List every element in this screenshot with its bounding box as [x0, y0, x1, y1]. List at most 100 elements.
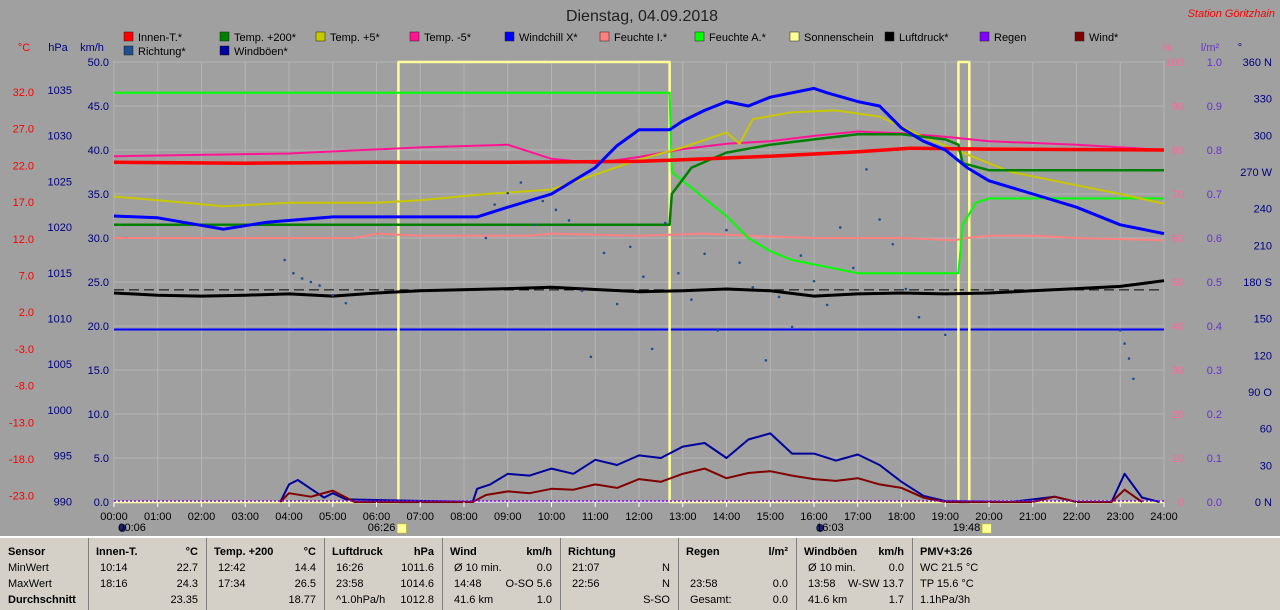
stats-time: ^1.0hPa/h — [336, 594, 386, 606]
richtung-point — [628, 245, 632, 249]
richtung-point — [1118, 329, 1122, 332]
axis-tick-celsius: -3.0 — [15, 344, 34, 356]
richtung-point — [812, 279, 816, 283]
axis-tick-percent: 50 — [1172, 277, 1184, 289]
richtung-point — [677, 271, 680, 275]
stats-time: 21:07 — [572, 562, 600, 574]
legend-swatch — [123, 45, 134, 56]
axis-tick-deg: 60 — [1260, 424, 1272, 436]
axis-tick-lm2: 0.2 — [1207, 409, 1222, 421]
stats-value: 0.0 — [888, 562, 904, 574]
series-feuchte-innen — [114, 232, 1165, 242]
axis-tick-deg: 270 W — [1240, 167, 1272, 179]
axis-tick-deg: 30 — [1260, 460, 1272, 472]
legend-label: Temp. -5* — [424, 32, 472, 44]
legend-label: Sonnenschein — [804, 32, 874, 44]
axis-tick-deg: 210 — [1254, 240, 1272, 252]
x-tick-label: 08:00 — [450, 511, 478, 523]
axis-tick-celsius: -8.0 — [15, 381, 34, 393]
richtung-point — [690, 298, 693, 301]
axis-unit-deg: ° — [1238, 42, 1242, 54]
axis-tick-lm2: 0.1 — [1207, 453, 1222, 465]
marker-time-label: 06:26 — [368, 522, 396, 534]
stats-richtung: Richtung 21:07 N 22:56 N S-SO — [560, 538, 679, 610]
stats-pmv: PMV+3:26 WC 21.5 °C TP 15.6 °C 1.1hPa/3h — [912, 538, 1280, 610]
x-tick-label: 01:00 — [144, 511, 172, 523]
stats-value: 23.35 — [170, 594, 198, 606]
axis-tick-deg: 90 O — [1248, 387, 1272, 399]
axis-tick-percent: 70 — [1172, 189, 1184, 201]
axis-tick-celsius: -23.0 — [9, 491, 34, 503]
axis-tick-percent: 40 — [1172, 321, 1184, 333]
axis-tick-percent: 10 — [1172, 453, 1184, 465]
axis-tick-percent: 0 — [1178, 497, 1184, 509]
richtung-point — [344, 301, 348, 305]
axis-tick-celsius: 12.0 — [13, 234, 34, 246]
axis-tick-kmh: 30.0 — [88, 233, 109, 245]
axis-tick-celsius: 22.0 — [13, 160, 34, 172]
legend-swatch — [1074, 31, 1085, 42]
series-innen-temp — [113, 146, 1165, 165]
legend-swatch — [694, 31, 705, 42]
richtung-point — [554, 208, 558, 212]
stats-unit: km/h — [526, 546, 552, 558]
richtung-point — [825, 303, 829, 307]
stats-unit: °C — [185, 546, 198, 558]
richtung-point — [318, 284, 321, 287]
stats-unit: km/h — [878, 546, 904, 558]
richtung-point — [309, 280, 313, 284]
stats-time: 41.6 km — [454, 594, 494, 606]
axis-tick-celsius: 32.0 — [13, 87, 34, 99]
legend: Innen-T.* Temp. +200* Temp. +5* Temp. -5* Wi… — [123, 31, 1119, 58]
legend-swatch — [219, 31, 230, 42]
axis-tick-kmh: 10.0 — [88, 409, 109, 421]
x-tick-label: 19:00 — [931, 511, 959, 523]
stats-value: 26.5 — [294, 578, 316, 590]
stats-time: Ø 10 min. — [454, 562, 502, 574]
richtung-point — [541, 199, 545, 203]
stats-value: 1.7 — [888, 594, 904, 606]
legend-label: Regen — [994, 32, 1026, 44]
x-tick-label: 14:00 — [713, 511, 741, 523]
richtung-point — [567, 219, 571, 222]
axis-tick-kmh: 15.0 — [88, 365, 109, 377]
richtung-point — [764, 359, 768, 362]
x-tick-label: 09:00 — [494, 511, 522, 523]
axis-unit-kmh: km/h — [80, 42, 104, 54]
richtung-point — [904, 287, 908, 291]
stats-avg-label: Durchschnitt — [8, 594, 76, 606]
stats-value: 0.0 — [772, 578, 788, 590]
stats-temp200: Temp. +200 °C 12:42 14.4 17:34 26.5 18.77 — [206, 538, 325, 610]
stats-wind: Wind km/h Ø 10 min. 0.0 14:48 O-SO 5.6 41.6 km… — [442, 538, 561, 610]
stats-min-label: MinWert — [8, 562, 49, 574]
legend-swatch — [409, 31, 420, 42]
series-luftdruck — [113, 279, 1165, 298]
axis-tick-celsius: 7.0 — [19, 271, 34, 283]
stats-sensor-title: Sensor — [8, 546, 46, 558]
axis-tick-deg: 180 S — [1243, 277, 1272, 289]
richtung-point — [703, 252, 706, 256]
stats-value: N — [662, 562, 670, 574]
series-windboeen — [279, 432, 1160, 503]
stats-pmv-row: 1.1hPa/3h — [920, 594, 971, 606]
stats-time: 16:26 — [336, 562, 364, 574]
x-tick-label: 15:00 — [756, 511, 784, 523]
legend-label: Windchill X* — [519, 32, 578, 44]
stats-time: Gesamt: — [690, 594, 732, 606]
axis-tick-hpa: 1030 — [48, 131, 72, 143]
stats-regen: Regen l/m² 23:58 0.0 Gesamt: 0.0 — [678, 538, 797, 610]
axis-tick-celsius: 17.0 — [13, 197, 34, 209]
chart-marks — [113, 60, 1165, 504]
richtung-point — [484, 236, 488, 240]
axis-tick-percent: 100 — [1166, 57, 1184, 69]
richtung-point — [493, 203, 496, 206]
stats-value: 0.0 — [772, 594, 788, 606]
stats-value: 18.77 — [288, 594, 316, 606]
richtung-point — [331, 293, 335, 297]
axis-tick-deg: 300 — [1254, 130, 1272, 142]
station-name: Station Göritzhain — [1188, 8, 1275, 20]
axis-tick-kmh: 50.0 — [88, 57, 109, 69]
axis-tick-percent: 60 — [1172, 233, 1184, 245]
axis-tick-deg: 0 N — [1255, 497, 1272, 509]
richtung-point — [878, 218, 881, 221]
